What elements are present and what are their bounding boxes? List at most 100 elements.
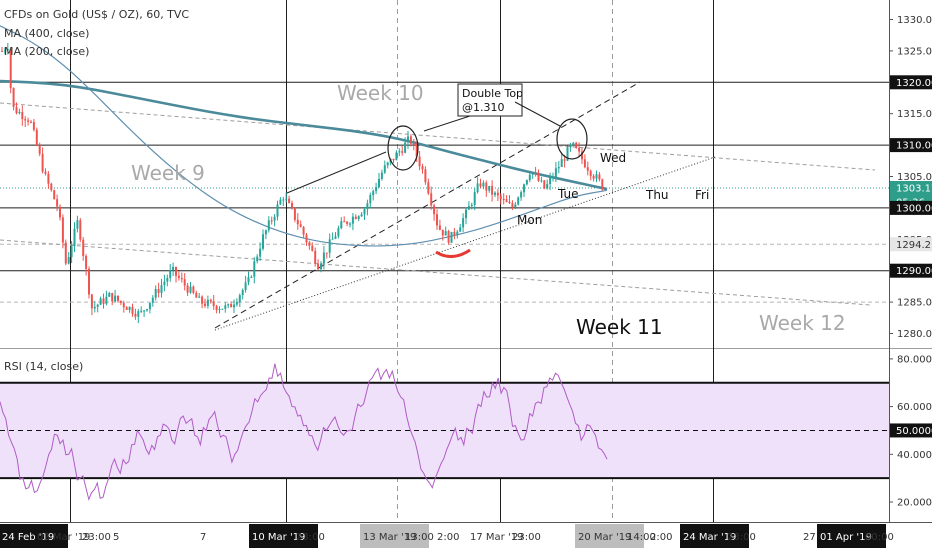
price-panel[interactable]: [0, 0, 889, 348]
candle-body: [395, 152, 398, 161]
price-badge-label: 1320.00: [896, 78, 932, 89]
candle-body: [169, 270, 172, 279]
double-top-label: Double Top: [462, 87, 523, 100]
rsi-axis[interactable]: 20.0000 40.0000 60.0000 80.0000 50.0000: [889, 354, 932, 509]
price-badge-label: 1300.00: [896, 203, 932, 214]
candle-body: [195, 292, 198, 298]
top-circle-1: [387, 125, 419, 171]
candle-body: [366, 203, 369, 210]
candle-body: [90, 294, 93, 309]
candle-body: [44, 171, 47, 174]
price-tick-label: 1325.00: [897, 46, 932, 57]
candle-body: [444, 231, 447, 236]
candle-body: [322, 252, 325, 264]
time-tick-label: 01 Apr '19: [820, 532, 872, 543]
candle-body: [340, 221, 343, 229]
candle-body: [436, 214, 438, 226]
time-tick-label: 14:00: [627, 532, 656, 543]
candle-body: [134, 313, 137, 317]
candle-body: [140, 310, 143, 312]
price-tick-label: 1305.00: [897, 172, 932, 183]
price-badge: [890, 138, 932, 153]
candle-body: [9, 49, 12, 88]
candle-body: [438, 225, 441, 230]
candle-body: [346, 221, 349, 224]
candle-body: [505, 199, 508, 203]
candle-body: [496, 192, 499, 196]
candle-body: [409, 136, 412, 144]
candle-body: [93, 306, 96, 309]
time-badge: [680, 524, 749, 548]
symbol-legend: CFDs on Gold (US$ / OZ), 60, TVC: [4, 8, 189, 21]
price-badge: [890, 263, 932, 278]
candle-body: [592, 176, 595, 179]
price-badge-label: 1303.17: [896, 183, 932, 194]
fri-label: Fri: [695, 188, 709, 202]
candle-body: [331, 238, 334, 240]
candle-body: [128, 306, 131, 310]
ma400-line: [0, 79, 608, 191]
candle-body: [383, 165, 386, 173]
time-tick-label: 24 Feb '19: [2, 532, 54, 543]
move-arrow: [286, 151, 387, 194]
candle-body: [267, 220, 270, 231]
candle-body: [502, 199, 505, 201]
candle-body: [206, 299, 209, 306]
candle-body: [467, 206, 470, 210]
candle-body: [201, 296, 204, 304]
price-badge-label: 1294.21: [896, 240, 932, 251]
candle-body: [308, 242, 311, 246]
candle-body: [21, 111, 24, 120]
candle-body: [537, 173, 540, 181]
time-tick-label: 23:00: [296, 532, 325, 543]
candle-body: [163, 281, 166, 286]
candle-body: [508, 202, 511, 204]
candle-body: [6, 49, 9, 51]
candle-body: [337, 228, 340, 237]
candle-body: [378, 178, 380, 188]
candle-body: [325, 252, 328, 254]
candle-body: [299, 224, 302, 228]
candle-body: [291, 202, 293, 209]
candle-body: [38, 145, 41, 154]
candle-body: [586, 167, 589, 171]
candle-body: [459, 227, 462, 232]
candle-body: [79, 220, 82, 240]
price-axis[interactable]: 1280.001285.001290.001295.001300.001305.…: [889, 15, 932, 340]
candle-body: [122, 302, 125, 308]
candle-body: [589, 170, 592, 177]
time-badge: [0, 524, 68, 548]
candle-body: [523, 184, 525, 193]
week-10-label: Week 10: [337, 81, 424, 105]
candle-body: [285, 198, 288, 200]
time-tick-label: 13:00: [405, 532, 434, 543]
candle-body: [349, 223, 351, 225]
time-tick-label: 13 Mar '19: [363, 532, 416, 543]
candle-body: [488, 185, 491, 191]
candle-body: [598, 174, 601, 180]
candle-body: [465, 209, 467, 219]
candle-body: [424, 169, 427, 183]
candle-body: [204, 303, 206, 306]
candle-body: [357, 216, 360, 219]
candle-body: [27, 120, 30, 122]
candle-body: [311, 245, 314, 251]
candle-body: [192, 286, 195, 293]
candle-body: [380, 172, 383, 179]
candle-body: [230, 304, 233, 308]
channel-upper: [214, 81, 641, 329]
candle-body: [41, 153, 44, 172]
candle-body: [253, 261, 256, 277]
candle-body: [543, 180, 546, 189]
candle-body: [233, 304, 235, 308]
price-badge-label: 1310.00: [896, 141, 932, 152]
candle-body: [148, 303, 151, 310]
week-11-label: Week 11: [576, 315, 663, 339]
candle-body: [549, 177, 552, 184]
candle-body: [569, 144, 572, 148]
time-tick-label: 23:00: [82, 532, 111, 543]
candle-body: [125, 307, 128, 310]
candle-body: [482, 182, 485, 187]
